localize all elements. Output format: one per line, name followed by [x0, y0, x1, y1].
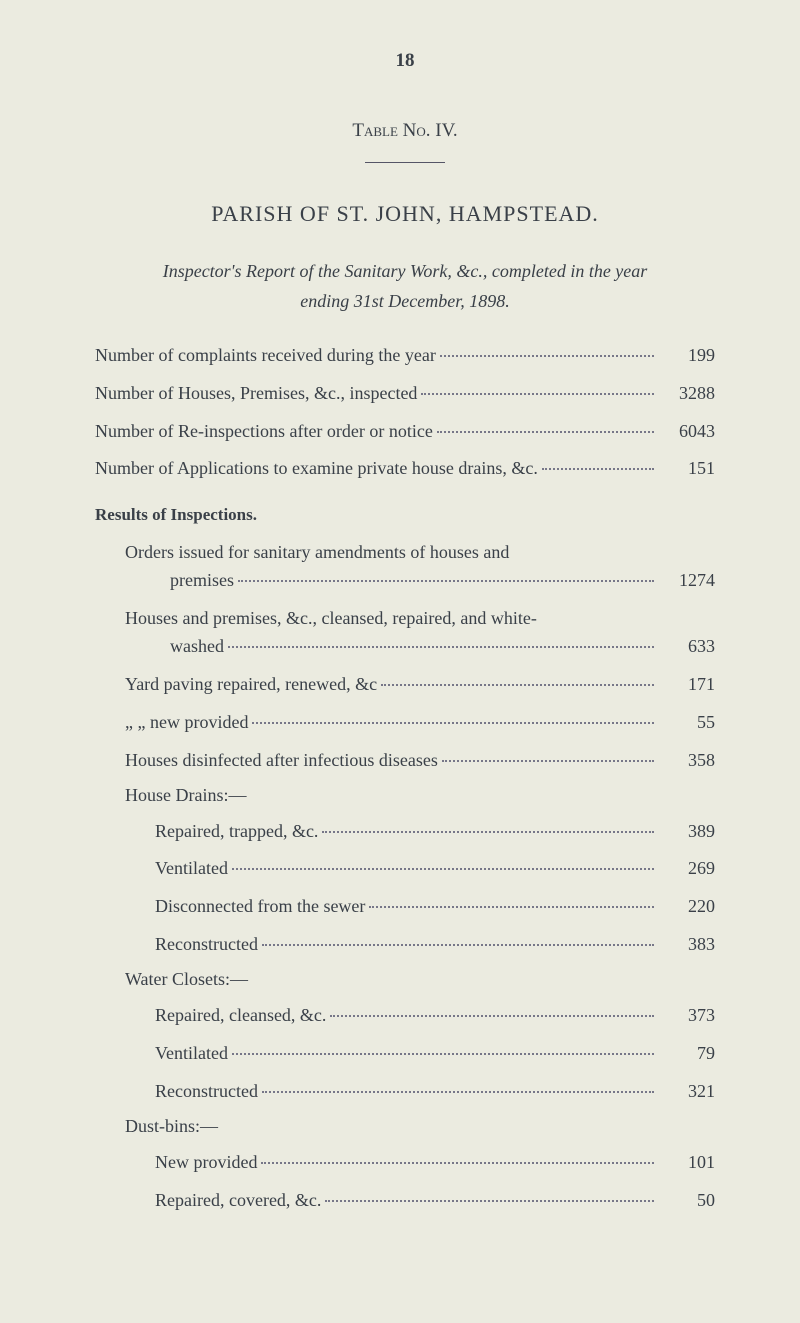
table-row: Number of Re-inspections after order or …	[95, 418, 715, 446]
house-drains-heading: House Drains:—	[95, 785, 715, 806]
row-label-line1: Orders issued for sanitary amendments of…	[95, 539, 715, 567]
row-value: 151	[660, 455, 715, 483]
top-entries-list: Number of complaints received during the…	[95, 342, 715, 484]
row-label-line1: Houses and premises, &c., cleansed, repa…	[95, 605, 715, 633]
dot-leader	[330, 1015, 654, 1017]
dot-leader	[381, 684, 654, 686]
dust-bins-list: New provided 101 Repaired, covered, &c. 50	[95, 1149, 715, 1215]
row-value: 220	[660, 893, 715, 921]
row-label: Disconnected from the sewer	[155, 893, 365, 921]
row-value: 55	[660, 709, 715, 737]
water-closets-heading: Water Closets:—	[95, 969, 715, 990]
row-label: Repaired, covered, &c.	[155, 1187, 321, 1215]
table-row: Repaired, cleansed, &c. 373	[95, 1002, 715, 1030]
row-label: Ventilated	[155, 855, 228, 883]
row-value: 389	[660, 818, 715, 846]
row-value: 101	[660, 1149, 715, 1177]
house-drains-list: Repaired, trapped, &c. 389 Ventilated 269 Di…	[95, 818, 715, 960]
row-value: 50	[660, 1187, 715, 1215]
table-row: Ventilated 269	[95, 855, 715, 883]
table-row: Houses disinfected after infectious dise…	[95, 747, 715, 775]
row-value: 6043	[660, 418, 715, 446]
divider-line	[365, 162, 445, 163]
row-label: Number of Re-inspections after order or …	[95, 418, 433, 446]
page-number: 18	[95, 50, 715, 72]
table-row: Reconstructed 321	[95, 1078, 715, 1106]
row-value: 3288	[660, 380, 715, 408]
row-label: Ventilated	[155, 1040, 228, 1068]
row-value: 633	[660, 633, 715, 661]
row-label: Number of complaints received during the…	[95, 342, 436, 370]
dot-leader	[262, 1091, 654, 1093]
report-subtitle-line2: ending 31st December, 1898.	[95, 291, 715, 312]
row-label-line2: washed633	[95, 633, 715, 661]
dot-leader	[325, 1200, 654, 1202]
row-value: 171	[660, 671, 715, 699]
row-label: Number of Houses, Premises, &c., inspect…	[95, 380, 417, 408]
table-row: Disconnected from the sewer 220	[95, 893, 715, 921]
table-title: Table No. IV.	[95, 120, 715, 142]
table-row: New provided 101	[95, 1149, 715, 1177]
row-label: Repaired, cleansed, &c.	[155, 1002, 326, 1030]
row-label: „ „ new provided	[125, 709, 248, 737]
table-row: Orders issued for sanitary amendments of…	[95, 539, 715, 595]
row-value: 79	[660, 1040, 715, 1068]
results-multiline-list: Orders issued for sanitary amendments of…	[95, 539, 715, 661]
row-label: Repaired, trapped, &c.	[155, 818, 318, 846]
row-value: 199	[660, 342, 715, 370]
row-value: 373	[660, 1002, 715, 1030]
table-row: Yard paving repaired, renewed, &c 171	[95, 671, 715, 699]
row-label: Reconstructed	[155, 931, 258, 959]
results-entries-list: Yard paving repaired, renewed, &c 171 „ „ …	[95, 671, 715, 775]
dust-bins-heading: Dust-bins:—	[95, 1116, 715, 1137]
table-row: Houses and premises, &c., cleansed, repa…	[95, 605, 715, 661]
dot-leader	[369, 906, 654, 908]
report-subtitle-line1: Inspector's Report of the Sanitary Work,…	[95, 257, 715, 286]
parish-title: PARISH OF ST. JOHN, HAMPSTEAD.	[95, 201, 715, 227]
results-heading: Results of Inspections.	[95, 505, 715, 525]
row-value: 358	[660, 747, 715, 775]
table-row: Number of Houses, Premises, &c., inspect…	[95, 380, 715, 408]
dot-leader	[232, 1053, 654, 1055]
table-row: „ „ new provided 55	[95, 709, 715, 737]
dot-leader	[232, 868, 654, 870]
dot-leader	[261, 1162, 654, 1164]
dot-leader	[542, 468, 654, 470]
row-label: Number of Applications to examine privat…	[95, 455, 538, 483]
dot-leader	[437, 431, 654, 433]
table-row: Repaired, trapped, &c. 389	[95, 818, 715, 846]
table-row: Number of Applications to examine privat…	[95, 455, 715, 483]
row-label-line2: premises1274	[95, 567, 715, 595]
row-label: Houses disinfected after infectious dise…	[125, 747, 438, 775]
dot-leader	[440, 355, 654, 357]
dot-leader	[442, 760, 654, 762]
row-value: 383	[660, 931, 715, 959]
row-value: 269	[660, 855, 715, 883]
row-label: Yard paving repaired, renewed, &c	[125, 671, 377, 699]
table-row: Reconstructed 383	[95, 931, 715, 959]
table-row: Number of complaints received during the…	[95, 342, 715, 370]
dot-leader	[252, 722, 654, 724]
table-row: Ventilated 79	[95, 1040, 715, 1068]
dot-leader	[322, 831, 654, 833]
dot-leader	[421, 393, 654, 395]
table-row: Repaired, covered, &c. 50	[95, 1187, 715, 1215]
row-label: New provided	[155, 1149, 257, 1177]
row-label: Reconstructed	[155, 1078, 258, 1106]
water-closets-list: Repaired, cleansed, &c. 373 Ventilated 79 Re…	[95, 1002, 715, 1106]
row-value: 321	[660, 1078, 715, 1106]
dot-leader	[262, 944, 654, 946]
row-value: 1274	[660, 567, 715, 595]
